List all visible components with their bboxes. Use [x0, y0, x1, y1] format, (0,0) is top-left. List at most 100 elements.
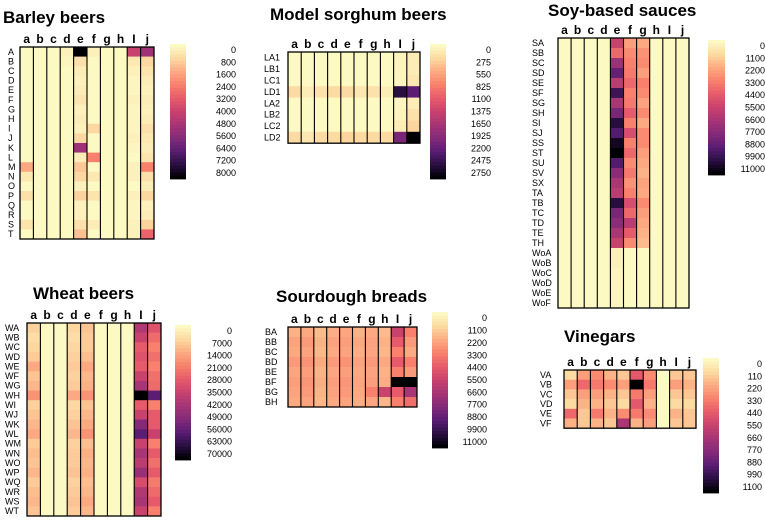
heatmap-cell [365, 357, 379, 368]
heatmap-cell [107, 438, 122, 449]
heatmap-cell [46, 229, 61, 240]
scale-tick-label: 5500 [467, 375, 487, 385]
scale-tick-label: 4400 [467, 363, 487, 373]
column-label: a [567, 355, 574, 369]
heatmap-cell [100, 210, 115, 221]
heatmap-cell [669, 379, 684, 390]
heatmap-cell [100, 229, 115, 240]
color-scale-segment [703, 462, 719, 467]
color-scale-segment [175, 355, 191, 360]
column-label: h [117, 32, 124, 46]
color-scale-segment [708, 50, 725, 54]
heatmap-cell [80, 342, 95, 353]
scale-tick-label: 11000 [741, 164, 765, 174]
color-scale-segment [430, 131, 446, 136]
row-label: T [8, 229, 14, 239]
heatmap-cell [53, 419, 68, 430]
heatmap-cell [67, 487, 81, 497]
heatmap-cell [120, 477, 135, 488]
heatmap-cell [354, 131, 368, 144]
heatmap-cell [643, 408, 657, 419]
column-label: d [329, 312, 336, 326]
row-label: WF [5, 371, 19, 381]
heatmap-cell [636, 128, 650, 139]
heatmap-cell [40, 380, 55, 391]
heatmap-cell [127, 133, 141, 144]
heatmap-cell [603, 389, 618, 400]
heatmap-cell [46, 56, 61, 67]
row-label: VC [540, 389, 553, 399]
heatmap-cell [406, 131, 421, 144]
heatmap-cell [352, 337, 366, 348]
heatmap-cell [636, 88, 650, 99]
heatmap-cell [120, 438, 135, 449]
scale-tick-label: 8800 [745, 139, 765, 149]
heatmap-cell [610, 128, 624, 139]
color-scale-segment [175, 365, 191, 370]
heatmap-cell [288, 337, 302, 348]
heatmap-cell [300, 337, 315, 348]
heatmap-cell [393, 52, 408, 64]
heatmap-cell [46, 162, 61, 173]
heatmap-cell [597, 138, 611, 149]
heatmap-cell [584, 188, 598, 199]
color-scale-segment [175, 422, 191, 427]
row-label: BC [265, 347, 278, 357]
row-label: N [8, 172, 15, 182]
color-scale-segment [430, 165, 446, 170]
heatmap-cell [597, 128, 611, 139]
heatmap-cell [100, 95, 115, 105]
heatmap-cell [40, 323, 55, 333]
heatmap-cell [662, 258, 677, 269]
color-scale-segment [432, 424, 448, 428]
scale-tick-label: 550 [747, 421, 762, 431]
heatmap-cell [120, 323, 135, 333]
heatmap-cell [60, 114, 74, 125]
heatmap-cell [404, 357, 418, 368]
heatmap-cell [662, 228, 677, 239]
heatmap-cell [623, 288, 637, 299]
heatmap-cell [675, 208, 690, 219]
heatmap-cell [53, 332, 68, 343]
row-label: BD [265, 357, 278, 367]
color-scale-segment [175, 375, 191, 380]
heatmap-cell [140, 95, 155, 105]
heatmap-cell [636, 98, 650, 109]
heatmap-cell [577, 370, 591, 380]
color-scale-segment [703, 371, 719, 376]
heatmap-cell [597, 68, 611, 79]
heatmap-cell [584, 178, 598, 189]
heatmap-cell [67, 438, 81, 449]
heatmap-cell [636, 48, 650, 59]
heatmap-cell [367, 86, 381, 98]
row-label: SA [532, 38, 544, 48]
heatmap-cell [33, 75, 48, 86]
heatmap-cell [597, 148, 611, 159]
column-label: d [600, 23, 607, 37]
heatmap-cell [610, 168, 624, 179]
heatmap-cell [20, 181, 34, 192]
heatmap-cell [404, 387, 418, 398]
heatmap-cell [73, 114, 88, 125]
row-label: WR [5, 487, 20, 497]
scale-tick-label: 2750 [471, 168, 491, 178]
color-scale-segment [432, 427, 448, 432]
heatmap-cell [80, 380, 95, 391]
color-scale-segment [708, 137, 725, 142]
heatmap-cell [649, 248, 664, 259]
heatmap-cell [327, 131, 342, 144]
heatmap-cell [113, 123, 128, 134]
column-label: a [23, 32, 30, 46]
color-scale-segment [432, 356, 448, 360]
heatmap-cell [107, 496, 122, 507]
heatmap-cell [649, 128, 664, 139]
heatmap-cell [80, 323, 95, 333]
heatmap-cell [300, 377, 315, 388]
color-scale-segment [175, 419, 191, 424]
heatmap-cell [610, 58, 624, 69]
heatmap-cell [20, 210, 34, 221]
heatmap-cell [87, 75, 101, 86]
scale-tick-label: 0 [227, 326, 232, 336]
color-scale-segment [708, 73, 725, 78]
